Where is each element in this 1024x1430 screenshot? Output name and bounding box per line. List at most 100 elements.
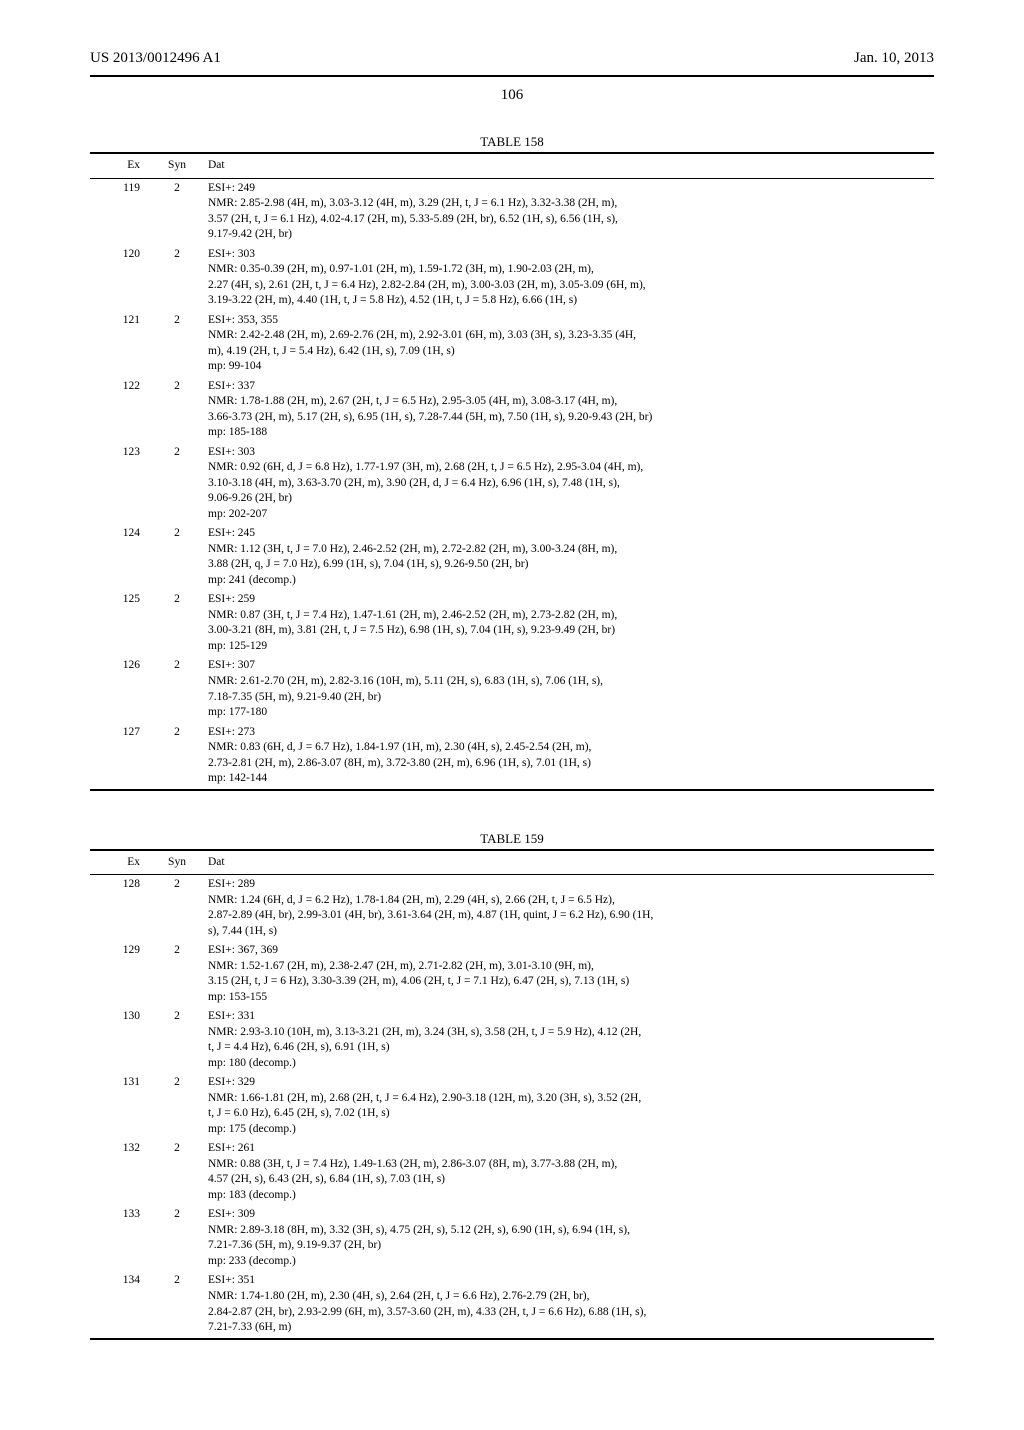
dat-line: mp: 233 (decomp.) (208, 1254, 926, 1270)
dat-line: ESI+: 259 (208, 592, 926, 608)
cell-dat: ESI+: 337NMR: 1.78-1.88 (2H, m), 2.67 (2… (200, 377, 934, 443)
table-row: 1322ESI+: 261NMR: 0.88 (3H, t, J = 7.4 H… (90, 1139, 934, 1205)
cell-ex: 121 (90, 311, 154, 377)
cell-dat: ESI+: 331NMR: 2.93-3.10 (10H, m), 3.13-3… (200, 1007, 934, 1073)
dat-line: NMR: 2.61-2.70 (2H, m), 2.82-3.16 (10H, … (208, 674, 926, 690)
data-table: ExSynDat1192ESI+: 249NMR: 2.85-2.98 (4H,… (90, 154, 934, 789)
cell-ex: 120 (90, 245, 154, 311)
dat-line: 7.18-7.35 (5H, m), 9.21-9.40 (2H, br) (208, 690, 926, 706)
cell-ex: 130 (90, 1007, 154, 1073)
table-row: 1242ESI+: 245NMR: 1.12 (3H, t, J = 7.0 H… (90, 524, 934, 590)
dat-line: 7.21-7.33 (6H, m) (208, 1320, 926, 1336)
dat-line: ESI+: 307 (208, 658, 926, 674)
table-row: 1202ESI+: 303NMR: 0.35-0.39 (2H, m), 0.9… (90, 245, 934, 311)
dat-line: s), 7.44 (1H, s) (208, 924, 926, 940)
dat-line: 3.88 (2H, q, J = 7.0 Hz), 6.99 (1H, s), … (208, 557, 926, 573)
dat-line: NMR: 1.66-1.81 (2H, m), 2.68 (2H, t, J =… (208, 1091, 926, 1107)
dat-line: mp: 183 (decomp.) (208, 1188, 926, 1204)
cell-ex: 126 (90, 656, 154, 722)
table-row: 1192ESI+: 249NMR: 2.85-2.98 (4H, m), 3.0… (90, 179, 934, 245)
dat-line: 3.19-3.22 (2H, m), 4.40 (1H, t, J = 5.8 … (208, 293, 926, 309)
cell-ex: 119 (90, 179, 154, 245)
cell-syn: 2 (154, 1007, 200, 1073)
cell-ex: 125 (90, 590, 154, 656)
table-wrap: TABLE 158ExSynDat1192ESI+: 249NMR: 2.85-… (90, 134, 934, 791)
cell-syn: 2 (154, 590, 200, 656)
dat-line: 3.15 (2H, t, J = 6 Hz), 3.30-3.39 (2H, m… (208, 974, 926, 990)
cell-ex: 134 (90, 1271, 154, 1337)
dat-line: mp: 177-180 (208, 705, 926, 721)
dat-line: mp: 175 (decomp.) (208, 1122, 926, 1138)
dat-line: m), 4.19 (2H, t, J = 5.4 Hz), 6.42 (1H, … (208, 344, 926, 360)
cell-dat: ESI+: 329NMR: 1.66-1.81 (2H, m), 2.68 (2… (200, 1073, 934, 1139)
column-header: Ex (90, 851, 154, 875)
table-rule-bottom (90, 789, 934, 791)
dat-line: NMR: 1.24 (6H, d, J = 6.2 Hz), 1.78-1.84… (208, 893, 926, 909)
data-table: ExSynDat1282ESI+: 289NMR: 1.24 (6H, d, J… (90, 851, 934, 1338)
dat-line: ESI+: 303 (208, 247, 926, 263)
cell-syn: 2 (154, 941, 200, 1007)
dat-line: 2.73-2.81 (2H, m), 2.86-3.07 (8H, m), 3.… (208, 756, 926, 772)
header-rule (90, 75, 934, 77)
cell-dat: ESI+: 245NMR: 1.12 (3H, t, J = 7.0 Hz), … (200, 524, 934, 590)
dat-line: NMR: 1.74-1.80 (2H, m), 2.30 (4H, s), 2.… (208, 1289, 926, 1305)
cell-ex: 123 (90, 443, 154, 525)
cell-syn: 2 (154, 723, 200, 789)
dat-line: ESI+: 289 (208, 877, 926, 893)
dat-line: 2.84-2.87 (2H, br), 2.93-2.99 (6H, m), 3… (208, 1305, 926, 1321)
dat-line: NMR: 0.92 (6H, d, J = 6.8 Hz), 1.77-1.97… (208, 460, 926, 476)
table-row: 1282ESI+: 289NMR: 1.24 (6H, d, J = 6.2 H… (90, 875, 934, 941)
dat-line: ESI+: 245 (208, 526, 926, 542)
cell-dat: ESI+: 249NMR: 2.85-2.98 (4H, m), 3.03-3.… (200, 179, 934, 245)
page-number: 106 (90, 87, 934, 104)
dat-line: ESI+: 351 (208, 1273, 926, 1289)
cell-dat: ESI+: 303NMR: 0.92 (6H, d, J = 6.8 Hz), … (200, 443, 934, 525)
column-header: Syn (154, 851, 200, 875)
dat-line: mp: 185-188 (208, 425, 926, 441)
cell-dat: ESI+: 273NMR: 0.83 (6H, d, J = 6.7 Hz), … (200, 723, 934, 789)
dat-line: 2.27 (4H, s), 2.61 (2H, t, J = 6.4 Hz), … (208, 278, 926, 294)
page-header: US 2013/0012496 A1 Jan. 10, 2013 (90, 50, 934, 67)
table-row: 1262ESI+: 307NMR: 2.61-2.70 (2H, m), 2.8… (90, 656, 934, 722)
dat-line: NMR: 1.78-1.88 (2H, m), 2.67 (2H, t, J =… (208, 394, 926, 410)
page: US 2013/0012496 A1 Jan. 10, 2013 106 TAB… (0, 0, 1024, 1430)
cell-dat: ESI+: 353, 355NMR: 2.42-2.48 (2H, m), 2.… (200, 311, 934, 377)
dat-line: NMR: 0.87 (3H, t, J = 7.4 Hz), 1.47-1.61… (208, 608, 926, 624)
table-row: 1342ESI+: 351NMR: 1.74-1.80 (2H, m), 2.3… (90, 1271, 934, 1337)
table-row: 1232ESI+: 303NMR: 0.92 (6H, d, J = 6.8 H… (90, 443, 934, 525)
dat-line: 9.06-9.26 (2H, br) (208, 491, 926, 507)
cell-dat: ESI+: 259NMR: 0.87 (3H, t, J = 7.4 Hz), … (200, 590, 934, 656)
table-title: TABLE 159 (90, 831, 934, 847)
cell-dat: ESI+: 261NMR: 0.88 (3H, t, J = 7.4 Hz), … (200, 1139, 934, 1205)
table-row: 1222ESI+: 337NMR: 1.78-1.88 (2H, m), 2.6… (90, 377, 934, 443)
table-title: TABLE 158 (90, 134, 934, 150)
dat-line: mp: 142-144 (208, 771, 926, 787)
dat-line: NMR: 1.52-1.67 (2H, m), 2.38-2.47 (2H, m… (208, 959, 926, 975)
cell-syn: 2 (154, 1205, 200, 1271)
cell-syn: 2 (154, 443, 200, 525)
dat-line: NMR: 2.85-2.98 (4H, m), 3.03-3.12 (4H, m… (208, 196, 926, 212)
dat-line: 9.17-9.42 (2H, br) (208, 227, 926, 243)
cell-dat: ESI+: 289NMR: 1.24 (6H, d, J = 6.2 Hz), … (200, 875, 934, 941)
cell-dat: ESI+: 351NMR: 1.74-1.80 (2H, m), 2.30 (4… (200, 1271, 934, 1337)
dat-line: NMR: 2.93-3.10 (10H, m), 3.13-3.21 (2H, … (208, 1025, 926, 1041)
table-wrap: TABLE 159 ExSynDat1282ESI+: 289NMR: 1.24 … (90, 831, 934, 1340)
cell-syn: 2 (154, 245, 200, 311)
table-rule-bottom (90, 1338, 934, 1340)
dat-line: mp: 125-129 (208, 639, 926, 655)
cell-ex: 127 (90, 723, 154, 789)
cell-syn: 2 (154, 524, 200, 590)
cell-syn: 2 (154, 311, 200, 377)
dat-line: ESI+: 367, 369 (208, 943, 926, 959)
column-header: Dat (200, 851, 934, 875)
dat-line: ESI+: 249 (208, 181, 926, 197)
dat-line: ESI+: 303 (208, 445, 926, 461)
dat-line: ESI+: 309 (208, 1207, 926, 1223)
dat-line: 4.57 (2H, s), 6.43 (2H, s), 6.84 (1H, s)… (208, 1172, 926, 1188)
cell-syn: 2 (154, 179, 200, 245)
column-header: Ex (90, 154, 154, 178)
dat-line: 7.21-7.36 (5H, m), 9.19-9.37 (2H, br) (208, 1238, 926, 1254)
dat-line: ESI+: 337 (208, 379, 926, 395)
dat-line: ESI+: 273 (208, 725, 926, 741)
dat-line: 3.00-3.21 (8H, m), 3.81 (2H, t, J = 7.5 … (208, 623, 926, 639)
